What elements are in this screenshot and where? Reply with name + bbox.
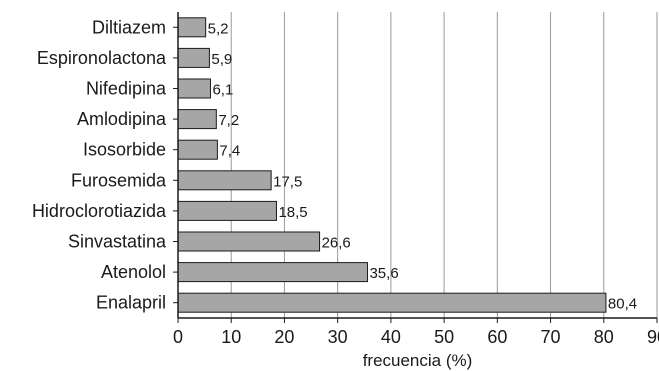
value-label-amlodipina: 7,2 <box>218 112 239 129</box>
value-label-sinvastatina: 26,6 <box>322 235 351 252</box>
value-label-espironolactona: 5,9 <box>211 51 232 68</box>
x-tick-label-50: 50 <box>434 327 454 347</box>
bar-diltiazem <box>177 17 207 38</box>
value-label-isosorbide: 7,4 <box>219 143 240 160</box>
value-label-nifedipina: 6,1 <box>212 82 233 99</box>
bar-nifedipina <box>177 78 211 99</box>
x-tick-label-0: 0 <box>173 327 183 347</box>
x-axis-title: frecuencia (%) <box>363 351 473 370</box>
value-label-diltiazem: 5,2 <box>208 20 229 37</box>
category-label-hidroclorotiazida: Hidroclorotiazida <box>32 201 167 221</box>
bar-espironolactona <box>177 47 210 68</box>
category-label-atenolol: Atenolol <box>101 262 166 282</box>
value-label-hidroclorotiazida: 18,5 <box>278 204 307 221</box>
bar-enalapril <box>177 292 607 313</box>
value-label-enalapril: 80,4 <box>608 296 637 313</box>
category-label-enalapril: Enalapril <box>96 293 166 313</box>
x-tick-labels: 0 10 20 30 40 50 60 70 80 90 <box>173 318 659 347</box>
x-tick-label-10: 10 <box>221 327 241 347</box>
x-tick-label-20: 20 <box>274 327 294 347</box>
x-tick-label-70: 70 <box>541 327 561 347</box>
x-tick-label-90: 90 <box>647 327 659 347</box>
bar-isosorbide <box>177 139 218 160</box>
bar-atenolol <box>177 262 368 283</box>
grid-lines <box>230 12 658 318</box>
category-label-nifedipina: Nifedipina <box>86 79 167 99</box>
category-label-isosorbide: Isosorbide <box>83 140 166 160</box>
category-labels: Diltiazem Espironolactona Nifedipina Amlodi… <box>32 17 178 313</box>
bar-amlodipina <box>177 109 217 130</box>
category-label-furosemida: Furosemida <box>71 170 167 190</box>
category-label-espironolactona: Espironolactona <box>37 48 167 68</box>
x-tick-label-30: 30 <box>328 327 348 347</box>
bar-furosemida <box>177 170 272 191</box>
category-label-sinvastatina: Sinvastatina <box>68 232 167 252</box>
category-label-diltiazem: Diltiazem <box>92 17 166 37</box>
category-label-amlodipina: Amlodipina <box>77 109 167 129</box>
x-tick-label-80: 80 <box>594 327 614 347</box>
x-tick-label-40: 40 <box>381 327 401 347</box>
value-label-furosemida: 17,5 <box>273 173 302 190</box>
bar-sinvastatina <box>177 231 321 252</box>
value-labels: 5,2 5,9 6,1 7,2 7,4 17,5 18,5 26,6 35,6 80,4 <box>208 20 637 312</box>
bar-hidroclorotiazida <box>177 200 277 221</box>
value-label-atenolol: 35,6 <box>369 265 398 282</box>
x-tick-label-60: 60 <box>487 327 507 347</box>
